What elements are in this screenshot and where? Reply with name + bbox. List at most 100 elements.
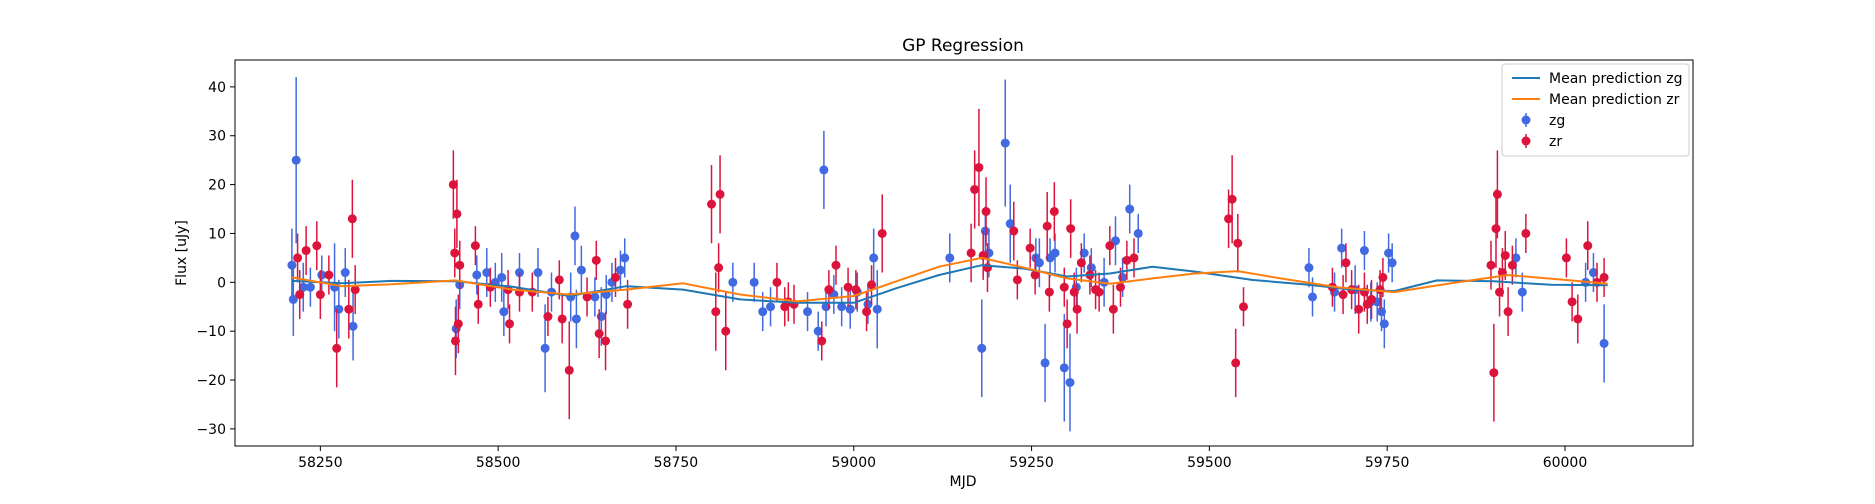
y-tick-label: 30 [208, 129, 226, 145]
data-point [1025, 243, 1035, 253]
plot-frame [234, 59, 1694, 447]
data-point [1224, 214, 1234, 224]
data-point [293, 253, 303, 263]
data-point [1561, 253, 1571, 263]
data-point [715, 189, 725, 199]
data-point [543, 312, 553, 322]
data-point [570, 231, 580, 241]
y-tick-label: 20 [208, 178, 226, 194]
series-line [291, 256, 1608, 303]
data-point [766, 302, 776, 312]
data-point [862, 307, 872, 317]
data-point [819, 165, 829, 175]
data-point [1044, 287, 1054, 297]
data-point [1129, 253, 1139, 263]
data-point [981, 206, 991, 216]
data-point [1065, 377, 1075, 387]
data-point [291, 155, 301, 165]
data-point [1588, 268, 1598, 278]
x-axis-label: MJD [950, 474, 977, 490]
data-point [1492, 189, 1502, 199]
data-point [1379, 319, 1389, 329]
data-point [1599, 272, 1609, 282]
data-point [594, 329, 604, 339]
data-point [1227, 194, 1237, 204]
y-tick-label: 40 [208, 80, 226, 96]
x-tick-label: 58750 [654, 455, 699, 471]
legend-entry-label: Mean prediction zg [1549, 71, 1683, 87]
plot-marks [287, 77, 1609, 432]
data-point [817, 336, 827, 346]
x-tick-label: 59250 [1009, 455, 1054, 471]
data-point [334, 304, 344, 314]
data-point [505, 319, 515, 329]
data-point [1378, 272, 1388, 282]
data-point [872, 304, 882, 314]
data-point [1059, 363, 1069, 373]
data-point [497, 272, 507, 282]
data-point [473, 299, 483, 309]
data-point [1491, 224, 1501, 234]
data-point [977, 343, 987, 353]
data-point [348, 321, 358, 331]
data-point [749, 277, 759, 287]
legend: Mean prediction zg Mean prediction zr zg zr [1501, 63, 1690, 157]
data-point [582, 292, 592, 302]
data-point [453, 319, 463, 329]
data-point [298, 282, 308, 292]
axes: 58250 58500 58750 59000 59250 59500 59750 60000… [196, 80, 1587, 471]
data-point [867, 280, 877, 290]
data-point [1507, 260, 1517, 270]
data-point [877, 228, 887, 238]
data-point [482, 268, 492, 278]
data-point [851, 285, 861, 295]
data-point [1503, 307, 1513, 317]
data-point [1066, 224, 1076, 234]
data-point [1076, 258, 1086, 268]
data-point [1086, 263, 1096, 273]
data-point [1573, 314, 1583, 324]
x-tick-label: 58250 [298, 455, 343, 471]
data-point [1040, 358, 1050, 368]
data-point [590, 292, 600, 302]
data-point [452, 209, 462, 219]
data-point [472, 270, 482, 280]
data-point [1583, 241, 1593, 251]
data-point [1122, 255, 1132, 265]
data-point [837, 302, 847, 312]
data-point [596, 312, 606, 322]
data-point [1341, 258, 1351, 268]
data-point [843, 282, 853, 292]
data-point [1500, 250, 1510, 260]
data-point [1133, 228, 1143, 238]
x-tick-label: 59750 [1365, 455, 1410, 471]
data-point [557, 314, 567, 324]
data-point [540, 343, 550, 353]
data-point [1094, 287, 1104, 297]
data-point [966, 248, 976, 258]
data-point [714, 263, 724, 273]
data-point [1239, 302, 1249, 312]
data-point [970, 184, 980, 194]
x-tick-label: 59000 [831, 455, 876, 471]
data-point [803, 307, 813, 317]
data-point [1030, 270, 1040, 280]
data-point [571, 314, 581, 324]
data-point [615, 265, 625, 275]
data-point [1367, 294, 1377, 304]
data-point [1105, 241, 1115, 251]
data-point [295, 290, 305, 300]
data-point [287, 260, 297, 270]
data-point [1050, 248, 1060, 258]
data-point [863, 299, 873, 309]
data-point [576, 265, 586, 275]
data-point [1233, 238, 1243, 248]
data-point [1072, 304, 1082, 314]
data-point [845, 304, 855, 314]
data-point [945, 253, 955, 263]
legend-entry-label: Mean prediction zr [1549, 92, 1680, 108]
data-point [1012, 275, 1022, 285]
data-point [1108, 304, 1118, 314]
